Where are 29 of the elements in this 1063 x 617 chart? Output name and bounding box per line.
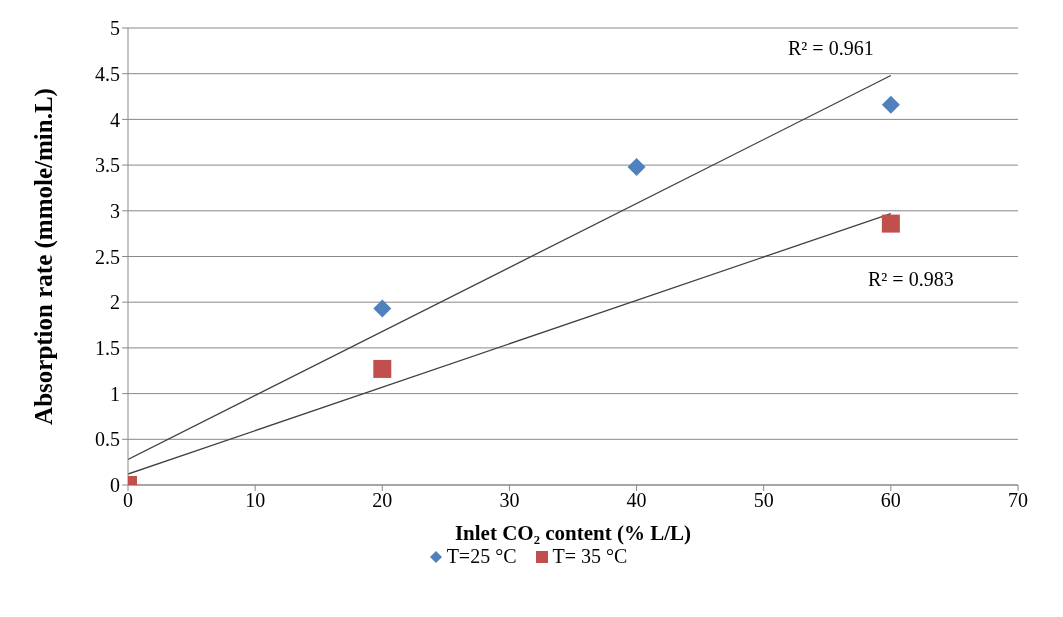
point	[373, 299, 392, 318]
y-tick-label: 4	[110, 108, 120, 131]
y-tick-label: 4.5	[95, 62, 120, 85]
x-tick-label: 30	[499, 489, 520, 512]
x-tick-label: 60	[880, 489, 901, 512]
point	[373, 359, 392, 378]
annotation: R² = 0.983	[868, 267, 954, 290]
y-tick-label: 1	[110, 382, 120, 405]
x-axis-title: Inlet CO₂ content (% L/L)	[454, 521, 692, 545]
x-tick-label: 70	[1008, 489, 1028, 512]
x-tick-label: 10	[245, 489, 266, 512]
y-tick-label: 0.5	[95, 428, 120, 451]
y-tick-label: 3	[110, 199, 120, 222]
y-tick-label: 2	[110, 291, 120, 314]
y-tick-label: 3.5	[95, 154, 120, 177]
point	[881, 214, 900, 233]
point	[881, 95, 900, 114]
point	[627, 157, 646, 176]
y-tick-label: 5	[110, 17, 120, 40]
legend-label: T= 35 °C	[552, 545, 628, 568]
x-tick-label: 20	[372, 489, 393, 512]
y-axis-title: Absorption rate (mmole/min.L)	[29, 88, 58, 425]
y-tick-label: 2.5	[95, 245, 120, 268]
x-tick-label: 40	[626, 489, 647, 512]
legend-label: T=25 °C	[446, 545, 517, 568]
y-tick-label: 1.5	[95, 337, 120, 359]
y-tick-label: 0	[110, 474, 120, 497]
annotation: R² = 0.961	[788, 36, 874, 59]
x-tick-label: 50	[753, 489, 774, 512]
